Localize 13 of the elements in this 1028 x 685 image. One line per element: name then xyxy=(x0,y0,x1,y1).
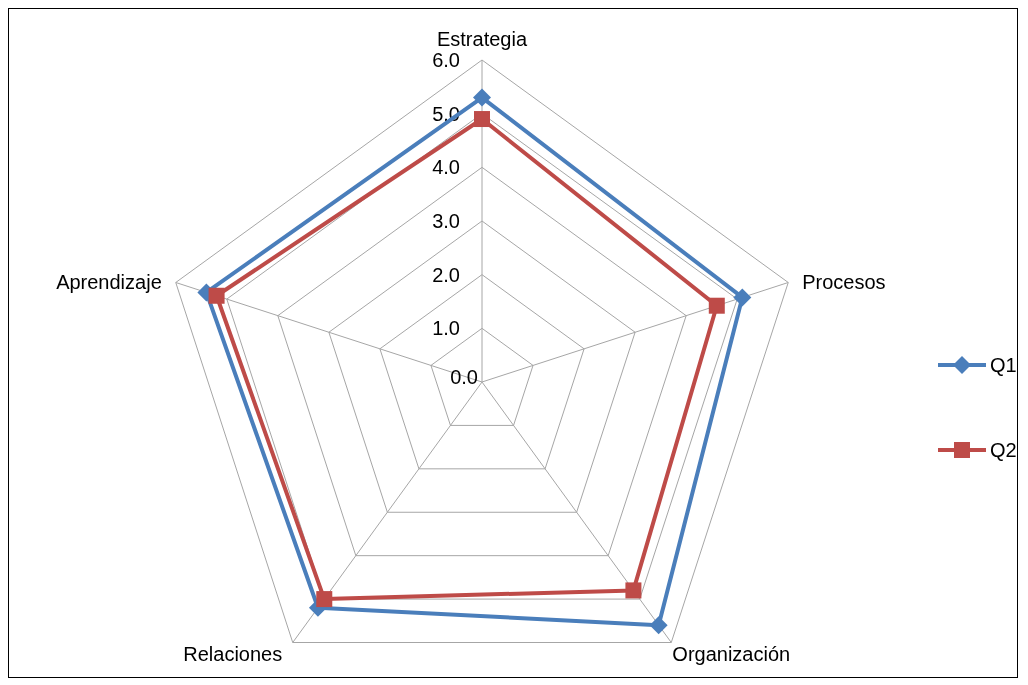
legend-label: Q1 xyxy=(990,354,1017,376)
y-tick-label: 0.0 xyxy=(450,366,478,388)
spoke-label: Relaciones xyxy=(183,642,283,665)
y-tick-label: 1.0 xyxy=(432,317,460,340)
y-tick-label: 3.0 xyxy=(432,210,460,232)
y-tick-label: 2.0 xyxy=(432,263,460,286)
legend-label: Q2 xyxy=(990,439,1017,461)
spoke-label: Aprendizaje xyxy=(56,271,162,294)
y-tick-label: 4.0 xyxy=(432,156,460,179)
spoke-label: Procesos xyxy=(802,271,886,294)
y-tick-label: 6.0 xyxy=(432,49,460,71)
spoke-label: Estrategia xyxy=(436,28,528,50)
spoke-label: Organización xyxy=(672,642,791,665)
